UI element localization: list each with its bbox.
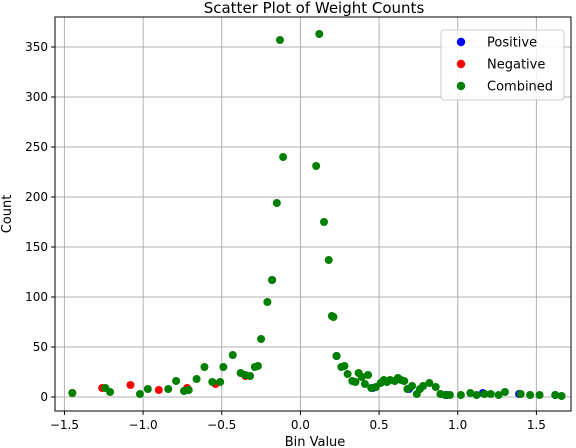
data-point [551,391,560,399]
data-point [228,351,237,359]
y-tick-label: 100 [25,290,48,304]
data-point [332,352,341,360]
data-point [486,390,495,398]
data-point [154,386,163,394]
legend-label-positive: Positive [487,36,537,51]
data-point [272,199,281,207]
data-point [135,390,144,398]
data-point [106,388,115,396]
x-tick-label: 0.5 [370,418,389,432]
y-tick-label: 250 [25,140,48,154]
data-point [419,382,428,390]
data-point [192,375,201,383]
data-point [200,363,209,371]
data-point [357,373,366,381]
legend-marker-combined [456,81,466,91]
y-tick-label: 350 [25,40,48,54]
data-point [275,36,284,44]
data-point [216,378,225,386]
x-tick-label: −1.0 [129,418,158,432]
data-point [408,382,417,390]
x-axis-title: Bin Value [285,435,346,448]
data-point [480,390,489,398]
x-tick-label: 0.0 [291,418,310,432]
chart-title: Scatter Plot of Weight Counts [204,0,425,17]
data-point [279,153,288,161]
legend-label-negative: Negative [487,58,545,73]
data-point [315,30,324,38]
data-point [164,385,173,393]
x-tick-label: 1.5 [527,418,546,432]
legend-label-combined: Combined [487,80,553,95]
data-point [340,362,349,370]
data-point [246,372,255,380]
data-point [68,389,77,397]
data-point [466,389,475,397]
data-point [400,377,409,385]
data-point [557,392,566,400]
y-tick-label: 0 [40,390,48,404]
data-point [472,391,481,399]
y-axis-title: Count [0,195,15,234]
data-point [431,383,440,391]
y-tick-label: 50 [33,340,48,354]
data-point [208,378,217,386]
data-point [445,391,454,399]
x-tick-label: 1.0 [448,418,467,432]
data-point [500,388,509,396]
data-point [126,381,135,389]
x-tick-label: −0.5 [207,418,236,432]
data-point [143,385,152,393]
x-tick-label: −1.5 [50,418,79,432]
data-point [535,391,544,399]
data-point [268,276,277,284]
data-point [526,391,535,399]
data-point [172,377,181,385]
data-point [329,313,338,321]
data-point [312,162,321,170]
data-point [516,390,525,398]
data-point [184,386,193,394]
data-point [425,379,434,387]
series-combined [68,30,566,400]
y-tick-label: 150 [25,240,48,254]
data-points [68,30,566,400]
legend-marker-positive [456,37,466,47]
y-axis: 0 50 100 150 200 250 300 350 [25,40,55,404]
data-point [456,391,465,399]
y-tick-label: 300 [25,90,48,104]
data-point [494,391,503,399]
data-point [360,380,369,388]
data-point [253,362,262,370]
data-point [343,370,352,378]
data-point [324,256,333,264]
data-point [257,335,266,343]
plot-area-frame [54,16,572,412]
data-point [219,363,228,371]
data-point [351,378,360,386]
x-axis: −1.5 −1.0 −0.5 0.0 0.5 1.0 1.5 [50,411,546,432]
legend-box [440,29,565,101]
data-point [320,218,329,226]
y-tick-label: 200 [25,190,48,204]
legend: Positive Negative Combined [440,29,565,101]
legend-marker-negative [456,59,466,69]
data-point [263,298,272,306]
data-point [364,371,373,379]
